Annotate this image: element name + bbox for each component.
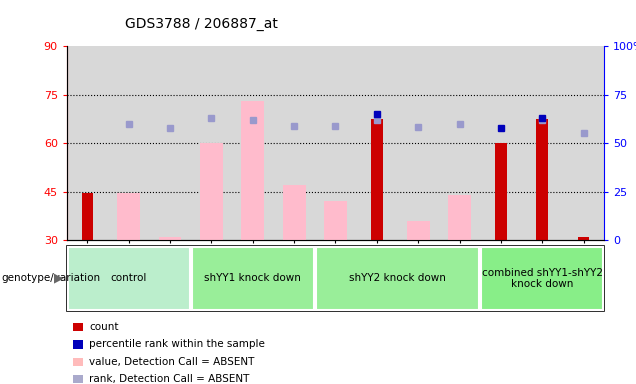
Bar: [315, 247, 480, 310]
Bar: [191, 46, 232, 240]
Bar: [398, 46, 439, 240]
Bar: [563, 46, 604, 240]
Text: shYY2 knock down: shYY2 knock down: [349, 273, 446, 283]
Bar: [159, 237, 181, 240]
Bar: [149, 46, 191, 240]
Text: count: count: [89, 322, 118, 332]
Bar: [324, 201, 347, 240]
Bar: [577, 237, 590, 240]
Bar: [536, 119, 548, 240]
Bar: [315, 46, 356, 240]
Text: ▶: ▶: [54, 272, 64, 285]
Text: GDS3788 / 206887_at: GDS3788 / 206887_at: [125, 17, 277, 31]
Text: control: control: [111, 273, 147, 283]
Bar: [108, 46, 149, 240]
Bar: [191, 247, 314, 310]
Bar: [273, 46, 315, 240]
Bar: [448, 195, 471, 240]
Bar: [81, 193, 93, 240]
Bar: [495, 143, 507, 240]
Bar: [356, 46, 398, 240]
Text: genotype/variation: genotype/variation: [1, 273, 100, 283]
Bar: [232, 46, 273, 240]
Text: combined shYY1-shYY2
knock down: combined shYY1-shYY2 knock down: [481, 268, 603, 289]
Text: percentile rank within the sample: percentile rank within the sample: [89, 339, 265, 349]
Bar: [200, 143, 223, 240]
Bar: [67, 46, 108, 240]
Bar: [283, 185, 305, 240]
Bar: [481, 247, 604, 310]
Bar: [67, 247, 190, 310]
Bar: [480, 46, 522, 240]
Bar: [522, 46, 563, 240]
Bar: [118, 193, 140, 240]
Bar: [439, 46, 480, 240]
Text: value, Detection Call = ABSENT: value, Detection Call = ABSENT: [89, 357, 254, 367]
Bar: [407, 220, 429, 240]
Text: rank, Detection Call = ABSENT: rank, Detection Call = ABSENT: [89, 374, 249, 384]
Bar: [371, 119, 383, 240]
Text: shYY1 knock down: shYY1 knock down: [204, 273, 301, 283]
Bar: [242, 101, 264, 240]
